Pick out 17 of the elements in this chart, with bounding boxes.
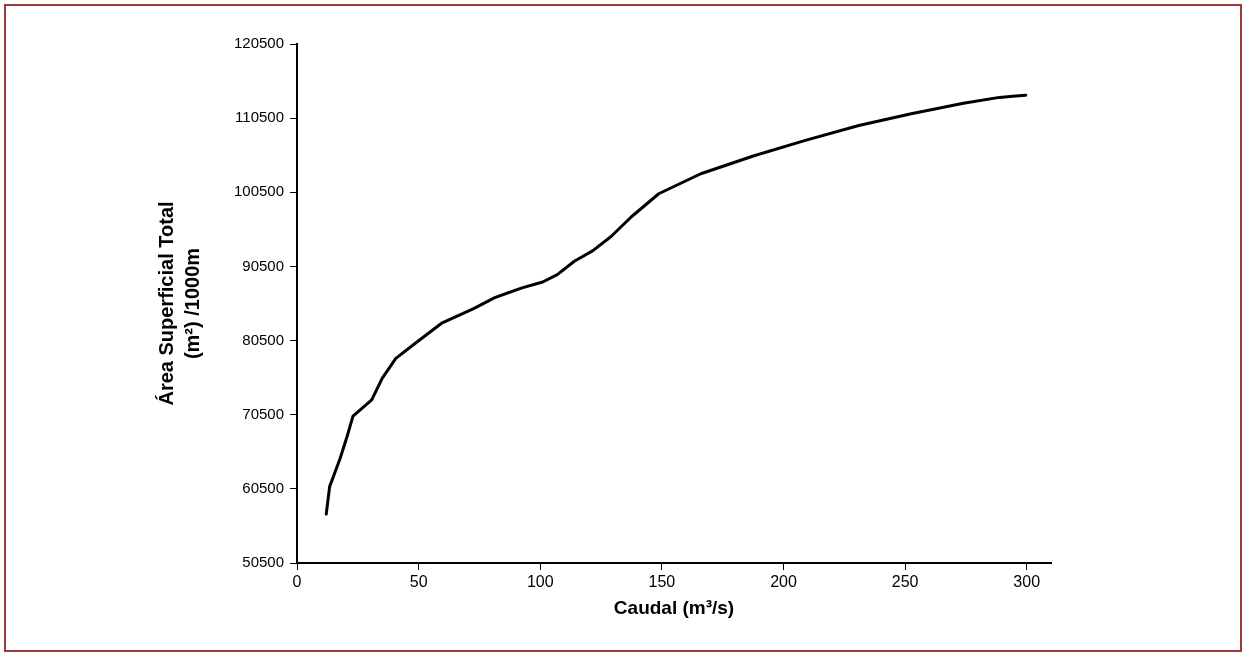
y-tick-label: 110500: [235, 108, 285, 126]
y-tick-label: 60500: [242, 479, 285, 496]
x-tick-label: 300: [1013, 573, 1041, 591]
y-tick-label: 50500: [242, 553, 285, 571]
y-tick-label: 120500: [233, 34, 285, 52]
x-tick-label: 0: [292, 573, 302, 591]
y-tick-label: 70500: [242, 404, 285, 422]
y-axis-title: Área Superficial Total (m²) /1000m: [154, 201, 203, 406]
x-tick-label: 250: [891, 573, 919, 591]
x-tick-label: 50: [409, 573, 428, 591]
x-tick-label: 150: [648, 573, 676, 591]
y-tick-label: 80500: [242, 330, 285, 348]
y-tick-label: 100500: [233, 182, 285, 200]
x-tick-label: 100: [526, 573, 554, 591]
y-tick-label: 90500: [242, 256, 285, 274]
x-axis-title: Caudal (m³/s): [613, 596, 735, 618]
x-tick-label: 200: [770, 573, 797, 591]
